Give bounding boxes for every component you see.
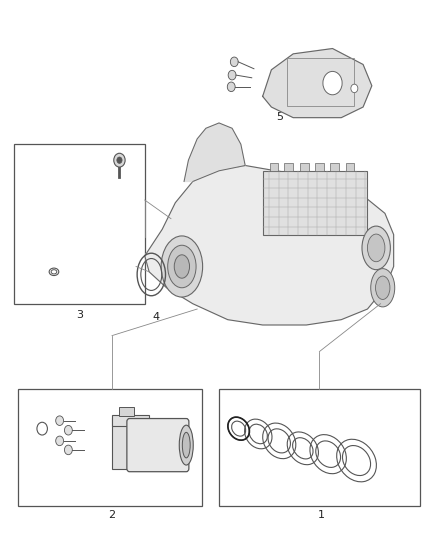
- Polygon shape: [263, 49, 372, 118]
- Circle shape: [117, 157, 122, 164]
- Bar: [14, 144, 145, 304]
- Circle shape: [64, 445, 72, 455]
- Circle shape: [323, 71, 342, 95]
- Bar: [270, 163, 279, 171]
- Ellipse shape: [174, 255, 190, 278]
- Bar: [119, 407, 134, 416]
- Bar: [285, 163, 293, 171]
- Ellipse shape: [179, 425, 193, 465]
- Text: 3: 3: [76, 310, 83, 320]
- Bar: [330, 163, 339, 171]
- Polygon shape: [184, 123, 245, 181]
- Circle shape: [56, 416, 64, 425]
- Ellipse shape: [362, 226, 390, 270]
- Polygon shape: [145, 165, 394, 325]
- Ellipse shape: [161, 236, 203, 297]
- Ellipse shape: [168, 245, 196, 288]
- Circle shape: [230, 57, 238, 67]
- Bar: [263, 171, 367, 235]
- Bar: [287, 58, 354, 106]
- Circle shape: [351, 84, 358, 93]
- Text: 4: 4: [152, 312, 159, 322]
- Bar: [112, 418, 136, 469]
- Bar: [315, 163, 324, 171]
- Circle shape: [56, 436, 64, 446]
- Bar: [219, 389, 420, 506]
- Text: 2: 2: [109, 510, 116, 520]
- Bar: [112, 415, 149, 426]
- Circle shape: [227, 82, 235, 92]
- Ellipse shape: [375, 276, 390, 300]
- Circle shape: [228, 70, 236, 80]
- Text: 1: 1: [318, 510, 325, 520]
- Bar: [300, 163, 308, 171]
- Circle shape: [114, 154, 125, 167]
- Bar: [18, 389, 201, 506]
- Text: 5: 5: [277, 112, 284, 123]
- FancyBboxPatch shape: [127, 418, 189, 472]
- Bar: [346, 163, 354, 171]
- Ellipse shape: [371, 269, 395, 307]
- Ellipse shape: [367, 234, 385, 262]
- Ellipse shape: [182, 432, 190, 458]
- Circle shape: [64, 425, 72, 435]
